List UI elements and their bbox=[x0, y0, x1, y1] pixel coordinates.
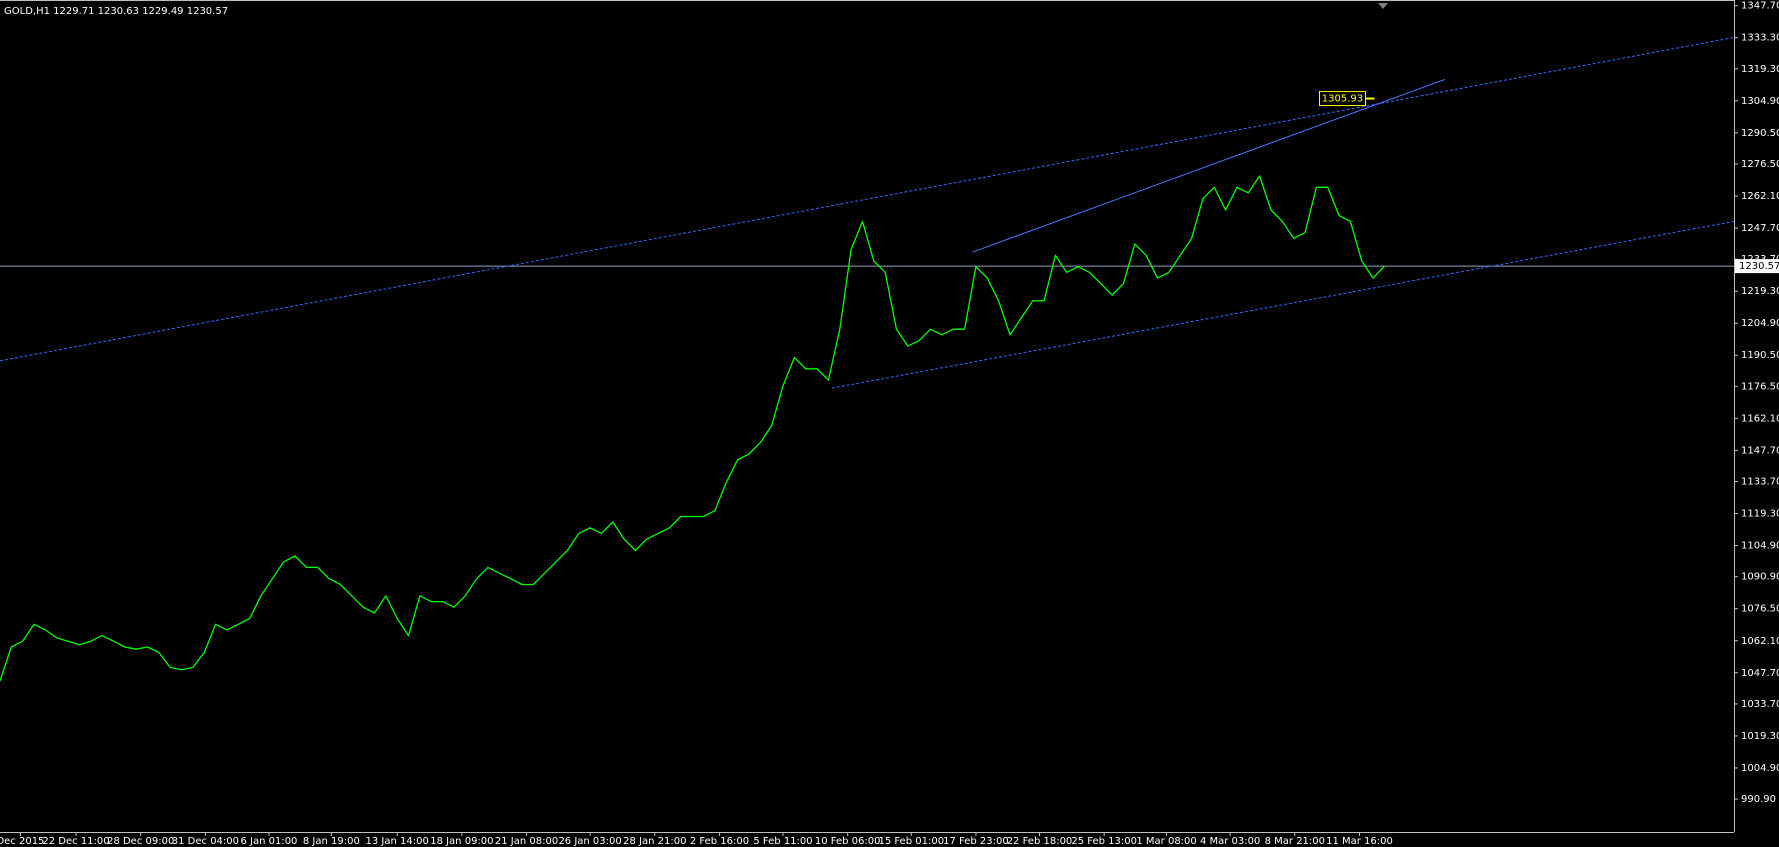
x-tick-label: 4 Mar 03:00 bbox=[1200, 836, 1260, 847]
y-tick-label: 1176.50 bbox=[1741, 381, 1779, 392]
y-tick-label: 1147.70 bbox=[1741, 445, 1779, 456]
y-tick-label: 1004.90 bbox=[1741, 763, 1779, 774]
y-tick-label: 1090.90 bbox=[1741, 572, 1779, 583]
y-tick-label: 1219.30 bbox=[1741, 286, 1779, 297]
y-tick-label: 1162.10 bbox=[1741, 413, 1779, 424]
x-tick-label: 21 Jan 08:00 bbox=[495, 836, 558, 847]
x-tick-label: 13 Jan 14:00 bbox=[366, 836, 429, 847]
x-tick-label: 5 Feb 11:00 bbox=[753, 836, 812, 847]
trendline bbox=[831, 220, 1735, 389]
y-tick-label: 1047.70 bbox=[1741, 668, 1779, 679]
y-tick-label: 1262.10 bbox=[1741, 191, 1779, 202]
y-tick-label: 1204.90 bbox=[1741, 318, 1779, 329]
x-tick-label: 18 Jan 09:00 bbox=[430, 836, 493, 847]
y-tick-label: 1304.90 bbox=[1741, 96, 1779, 107]
price-tag-label: 1305.93 bbox=[1322, 94, 1363, 105]
x-tick-label: 8 Jan 19:00 bbox=[303, 836, 360, 847]
trendline bbox=[0, 36, 1735, 362]
y-tick-label: 1319.30 bbox=[1741, 64, 1779, 75]
x-tick-label: 22 Dec 11:00 bbox=[42, 836, 109, 847]
y-tick-label: 1033.70 bbox=[1741, 699, 1779, 710]
last-price-label: 1230.57 bbox=[1739, 261, 1779, 272]
x-tick-label: 28 Jan 21:00 bbox=[623, 836, 686, 847]
x-tick-label: 8 Mar 21:00 bbox=[1265, 836, 1325, 847]
y-tick-label: 1119.30 bbox=[1741, 509, 1779, 520]
y-tick-label: 1019.30 bbox=[1741, 731, 1779, 742]
y-tick-label: 1347.70 bbox=[1741, 1, 1779, 12]
y-tick-label: 1276.50 bbox=[1741, 159, 1779, 170]
shift-marker bbox=[1378, 3, 1388, 9]
y-tick-label: 1076.50 bbox=[1741, 604, 1779, 615]
x-tick-label: 17 Feb 23:00 bbox=[943, 836, 1009, 847]
x-tick-label: 10 Feb 06:00 bbox=[815, 836, 881, 847]
x-tick-label: Dec 2015 bbox=[0, 836, 44, 847]
y-tick-label: 1062.10 bbox=[1741, 636, 1779, 647]
x-tick-label: 15 Feb 01:00 bbox=[878, 836, 944, 847]
trendline bbox=[972, 79, 1445, 253]
price-tag-box bbox=[1318, 91, 1366, 107]
x-tick-label: 28 Dec 09:00 bbox=[107, 836, 174, 847]
y-tick-label: 1190.50 bbox=[1741, 350, 1779, 361]
y-tick-label: 1104.90 bbox=[1741, 541, 1779, 552]
y-tick-label: 990.90 bbox=[1741, 794, 1776, 805]
y-tick-label: 1133.70 bbox=[1741, 477, 1779, 488]
x-tick-label: 2 Feb 16:00 bbox=[690, 836, 749, 847]
price-line bbox=[0, 175, 1385, 682]
chart-title: GOLD,H1 1229.71 1230.63 1229.49 1230.57 bbox=[4, 6, 228, 17]
x-tick-label: 26 Jan 03:00 bbox=[558, 836, 621, 847]
y-tick-label: 1247.70 bbox=[1741, 223, 1779, 234]
x-tick-label: 31 Dec 04:00 bbox=[172, 836, 239, 847]
x-tick-label: 1 Mar 08:00 bbox=[1136, 836, 1196, 847]
last-price-box bbox=[1735, 259, 1779, 274]
y-tick-label: 1333.30 bbox=[1741, 33, 1779, 44]
x-tick-label: 11 Mar 16:00 bbox=[1326, 836, 1393, 847]
x-tick-label: 25 Feb 13:00 bbox=[1071, 836, 1137, 847]
y-tick-label: 1290.50 bbox=[1741, 128, 1779, 139]
x-tick-label: 22 Feb 18:00 bbox=[1007, 836, 1073, 847]
x-tick-label: 6 Jan 01:00 bbox=[240, 836, 297, 847]
